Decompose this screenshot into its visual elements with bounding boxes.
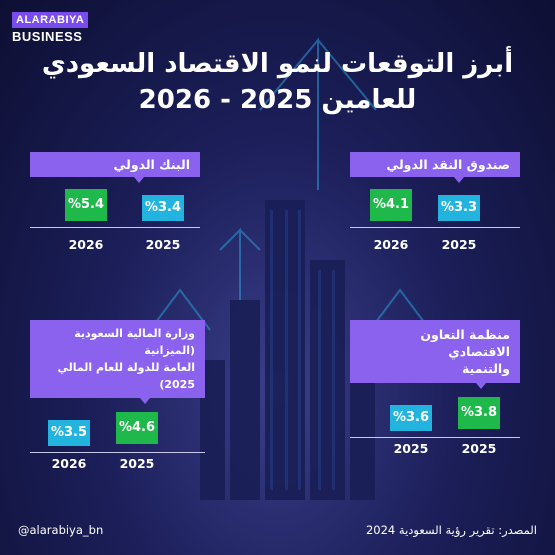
- year-label: 2025: [461, 441, 497, 456]
- year-label: 2026: [68, 237, 104, 252]
- title-line2: للعامين 2025 - 2026: [138, 85, 417, 115]
- pointer-icon: [454, 177, 464, 183]
- year-label: 2026: [373, 237, 409, 252]
- source-note: المصدر: تقرير رؤية السعودية 2024: [365, 523, 537, 537]
- panel-title: صندوق النقد الدولي: [350, 152, 520, 183]
- pointer-icon: [134, 177, 144, 183]
- panel-ministry-of-finance: وزارة المالية السعودية (الميزانية العامة…: [30, 320, 205, 471]
- year-label: 2025: [441, 237, 477, 252]
- panel-title: وزارة المالية السعودية (الميزانية العامة…: [30, 320, 205, 404]
- value-box-a: %3.6: [390, 405, 432, 431]
- value-box-2026: %5.4: [65, 189, 107, 221]
- social-handle[interactable]: @alarabiya_bn: [18, 523, 104, 537]
- panel-oecd: منظمة التعاون الاقتصادي والتنمية %3.6 %3…: [350, 320, 520, 456]
- brand-logo: ALARABIYA BUSINESS: [12, 8, 102, 44]
- panel-title: منظمة التعاون الاقتصادي والتنمية: [350, 320, 520, 389]
- value-box-b: %3.8: [458, 397, 500, 429]
- value-box-2026: %4.1: [370, 189, 412, 221]
- year-label: 2025: [145, 237, 181, 252]
- page-title: أبرز التوقعات لنمو الاقتصاد السعودي للعا…: [0, 46, 555, 118]
- value-box-2025: %4.6: [116, 412, 158, 444]
- brand-line1: ALARABIYA: [12, 12, 89, 28]
- panel-title: البنك الدولي: [30, 152, 200, 183]
- year-label: 2025: [119, 456, 155, 471]
- pointer-icon: [476, 383, 486, 389]
- brand-line2: BUSINESS: [12, 29, 83, 44]
- panel-world-bank: البنك الدولي %5.4 %3.4 2026 2025: [30, 152, 200, 252]
- baseline: [350, 227, 520, 228]
- value-box-2026: %3.5: [48, 420, 90, 446]
- value-box-2025: %3.3: [438, 195, 480, 221]
- value-box-2025: %3.4: [142, 195, 184, 221]
- baseline: [30, 452, 205, 453]
- year-label: 2026: [51, 456, 87, 471]
- panel-imf: صندوق النقد الدولي %4.1 %3.3 2026 2025: [350, 152, 520, 252]
- year-label: 2025: [393, 441, 429, 456]
- pointer-icon: [140, 398, 150, 404]
- baseline: [30, 227, 200, 228]
- title-line1: أبرز التوقعات لنمو الاقتصاد السعودي: [41, 49, 514, 79]
- baseline: [350, 437, 520, 438]
